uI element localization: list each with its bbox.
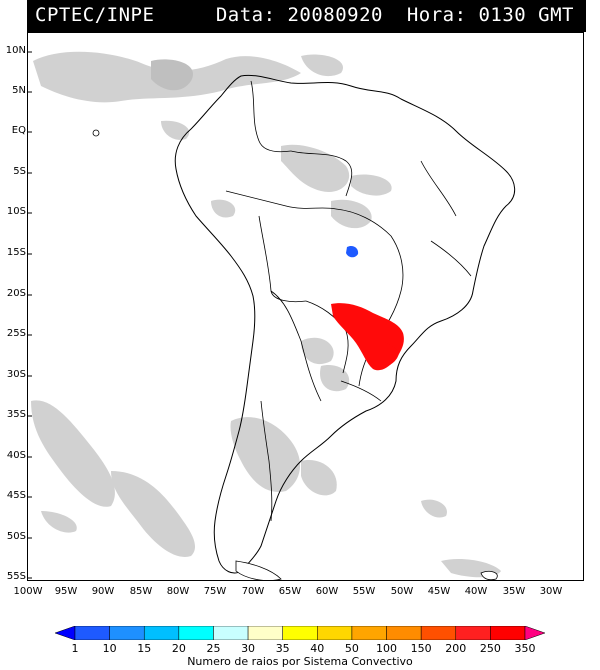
lon-label-2: 90W [91, 586, 115, 597]
colorbar-label: 150 [410, 642, 432, 655]
lon-label-11: 45W [427, 586, 451, 597]
colorbar-label: 250 [479, 642, 501, 655]
lon-label-7: 65W [278, 586, 302, 597]
lon-label-4: 80W [166, 586, 190, 597]
lon-label-0: 100W [13, 586, 43, 597]
colorbar-cell-start [55, 626, 76, 640]
cloud-cover [31, 51, 501, 578]
colorbar-label: 10 [102, 642, 117, 655]
colorbar-cell [386, 626, 422, 640]
lon-label-1: 95W [54, 586, 78, 597]
legend-caption: Numero de raios por Sistema Convectivo [187, 655, 413, 668]
legend-colorbar [55, 626, 545, 640]
colorbar-cell [455, 626, 491, 640]
colorbar-label: 35 [275, 642, 290, 655]
colorbar-label: 200 [445, 642, 467, 655]
lat-label-5: 15S [6, 247, 26, 258]
lat-label-8: 30S [6, 369, 26, 380]
lat-label-12: 50S [6, 531, 26, 542]
colorbar-label: 50 [344, 642, 359, 655]
lon-label-6: 70W [241, 586, 265, 597]
lon-label-3: 85W [129, 586, 153, 597]
lightning-cluster-low [346, 245, 359, 258]
colorbar-cell [247, 626, 283, 640]
colorbar-label: 25 [206, 642, 221, 655]
lon-label-8: 60W [315, 586, 339, 597]
colorbar-cell [178, 626, 214, 640]
map-svg [28, 51, 516, 580]
lat-label-2: EQ [11, 125, 26, 136]
colorbar-cell [317, 626, 353, 640]
colorbar-label: 15 [137, 642, 152, 655]
colorbar-cell [74, 626, 110, 640]
graticule-ticks [28, 51, 32, 579]
colorbar-cell [282, 626, 318, 640]
title-bar: CPTEC/INPE Data: 20080920 Hora: 0130 GMT [27, 0, 586, 32]
continent-outline [174, 74, 516, 574]
source-label: CPTEC/INPE [35, 4, 155, 26]
lon-label-14: 30W [539, 586, 563, 597]
colorbar-cell [213, 626, 249, 640]
map-frame [27, 32, 584, 581]
lon-label-10: 50W [390, 586, 414, 597]
colorbar-label: 40 [310, 642, 325, 655]
islands [92, 129, 498, 580]
colorbar-label: 30 [241, 642, 256, 655]
lon-label-9: 55W [352, 586, 376, 597]
lat-label-4: 10S [6, 206, 26, 217]
lat-label-1: 5N [12, 85, 26, 96]
colorbar-cell [143, 626, 180, 640]
lat-label-11: 45S [6, 490, 26, 501]
colorbar-cell [109, 626, 145, 640]
colorbar-label: 20 [171, 642, 186, 655]
colorbar-label: 100 [376, 642, 398, 655]
lat-label-3: 5S [13, 166, 26, 177]
colorbar-cell-end [524, 626, 545, 640]
lat-label-0: 10N [5, 45, 26, 56]
datetime-label: Data: 20080920 Hora: 0130 GMT [215, 4, 574, 26]
colorbar-label: 350 [514, 642, 536, 655]
lat-label-7: 25S [6, 328, 26, 339]
lon-label-13: 35W [502, 586, 526, 597]
lat-label-13: 55S [6, 571, 26, 582]
lat-label-9: 35S [6, 409, 26, 420]
lon-label-12: 40W [464, 586, 488, 597]
colorbar-cell [490, 626, 526, 640]
lightning-cluster-high [331, 303, 404, 371]
colorbar-label: 1 [71, 642, 79, 655]
colorbar-cell [351, 626, 387, 640]
lat-label-10: 40S [6, 450, 26, 461]
colorbar-cell [420, 626, 457, 640]
lat-label-6: 20S [6, 288, 26, 299]
lon-label-5: 75W [203, 586, 227, 597]
